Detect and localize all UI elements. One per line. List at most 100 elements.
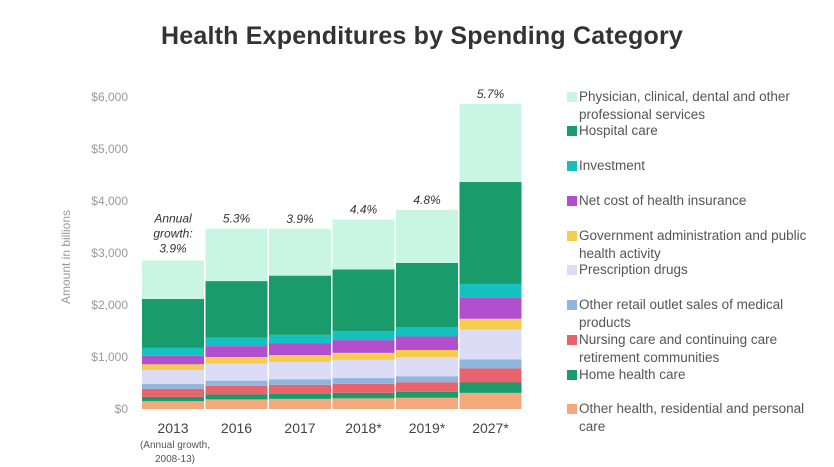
bar-segment — [396, 397, 458, 409]
x-tick-sublabel: (Annual growth, — [140, 440, 210, 451]
legend-label: Home health care — [579, 367, 686, 382]
y-axis-label: Amount in billions — [59, 210, 73, 304]
legend-swatch — [567, 335, 577, 345]
bar-segment — [396, 376, 458, 383]
y-tick-label: $3,000 — [91, 246, 128, 260]
legend-swatch — [567, 161, 577, 171]
growth-label: 3.9% — [159, 242, 187, 256]
bar-segment — [142, 401, 204, 409]
bar-segment — [332, 340, 395, 353]
bar-segment — [205, 337, 268, 347]
y-tick-label: $0 — [115, 402, 129, 416]
bar-segment — [332, 392, 395, 399]
bar-segment — [396, 382, 458, 392]
bar-segment — [142, 347, 204, 356]
bar-segment — [205, 228, 268, 282]
legend-swatch — [567, 196, 577, 206]
legend-swatch — [567, 126, 577, 136]
growth-label: 3.9% — [286, 212, 314, 226]
bar-segment — [269, 355, 331, 362]
bar-segment — [459, 297, 522, 319]
bar-segment — [142, 370, 204, 385]
bar-segment — [396, 349, 458, 358]
bar-segment — [205, 380, 268, 386]
bar-segment — [142, 299, 204, 348]
bar-segment — [396, 336, 458, 350]
legend-swatch — [567, 370, 577, 380]
x-tick-label: 2016 — [221, 420, 252, 436]
legend-swatch — [567, 265, 577, 275]
bar-segment — [332, 352, 395, 360]
bar-segment — [205, 346, 268, 357]
bar-segment — [269, 275, 331, 335]
bar-segment — [332, 378, 395, 384]
legend-label: Other health, residential and personal c… — [579, 401, 805, 434]
growth-label: 5.3% — [223, 212, 251, 226]
bar-segment — [205, 363, 268, 381]
bar-segment — [205, 394, 268, 400]
growth-label: 4.4% — [350, 202, 378, 216]
legend-swatch — [567, 404, 577, 414]
bar-segment — [269, 384, 331, 394]
legend-swatch — [567, 300, 577, 310]
bar-segment — [332, 359, 395, 379]
bar-segment — [269, 228, 331, 276]
bar-segment — [332, 219, 395, 270]
bar-segment — [459, 182, 522, 284]
bar-segment — [459, 382, 522, 393]
bar-segment — [142, 260, 204, 300]
bar-segment — [459, 359, 522, 369]
legend-label: Other retail outlet sales of medical pro… — [579, 297, 784, 330]
bar-segment — [269, 379, 331, 385]
bar-segment — [205, 357, 268, 364]
y-tick-label: $6,000 — [91, 90, 128, 104]
bar-segment — [142, 388, 204, 397]
bar-segment — [396, 209, 458, 263]
bar-segment — [205, 385, 268, 395]
y-tick-label: $5,000 — [91, 142, 128, 156]
bar-segment — [269, 398, 331, 409]
bar-segment — [142, 364, 204, 370]
legend-label: Hospital care — [579, 123, 658, 138]
x-tick-label: 2027* — [472, 420, 509, 436]
bar-segment — [142, 396, 204, 402]
growth-label: Annual — [153, 212, 192, 226]
bar-segment — [142, 355, 204, 365]
bar-segment — [205, 281, 268, 338]
bar-segment — [459, 104, 522, 183]
growth-label: growth: — [153, 227, 192, 241]
bar-segment — [396, 357, 458, 377]
chart-title: Health Expenditures by Spending Category — [161, 22, 683, 50]
x-tick-label: 2017 — [284, 420, 315, 436]
bar-segment — [332, 269, 395, 332]
bar-segment — [396, 327, 458, 337]
x-tick-label: 2013 — [157, 420, 188, 436]
bar-segment — [332, 383, 395, 393]
bar-segment — [396, 262, 458, 328]
growth-label: 4.8% — [413, 193, 441, 207]
bar-segment — [396, 391, 458, 398]
bar-segment — [332, 398, 395, 409]
x-tick-sublabel: 2008-13) — [155, 454, 195, 465]
bar-segment — [142, 384, 204, 389]
legend-swatch — [567, 92, 577, 102]
legend-label: Government administration and public hea… — [579, 228, 807, 261]
bar-segment — [269, 393, 331, 399]
legend-swatch — [567, 231, 577, 241]
growth-label: 5.7% — [477, 87, 505, 101]
legend-label: Investment — [579, 158, 646, 173]
bar-segment — [459, 283, 522, 298]
bar-segment — [269, 343, 331, 356]
x-tick-label: 2019* — [409, 420, 446, 436]
y-tick-label: $1,000 — [91, 350, 128, 364]
bar-segment — [459, 329, 522, 360]
bar-segment — [459, 318, 522, 330]
x-tick-label: 2018* — [345, 420, 382, 436]
legend-label: Prescription drugs — [579, 262, 688, 277]
bar-segment — [459, 368, 522, 383]
bar-segment — [269, 361, 331, 380]
bar-segment — [269, 334, 331, 344]
legend-label: Physician, clinical, dental and other pr… — [579, 89, 790, 122]
legend-label: Net cost of health insurance — [579, 193, 747, 208]
